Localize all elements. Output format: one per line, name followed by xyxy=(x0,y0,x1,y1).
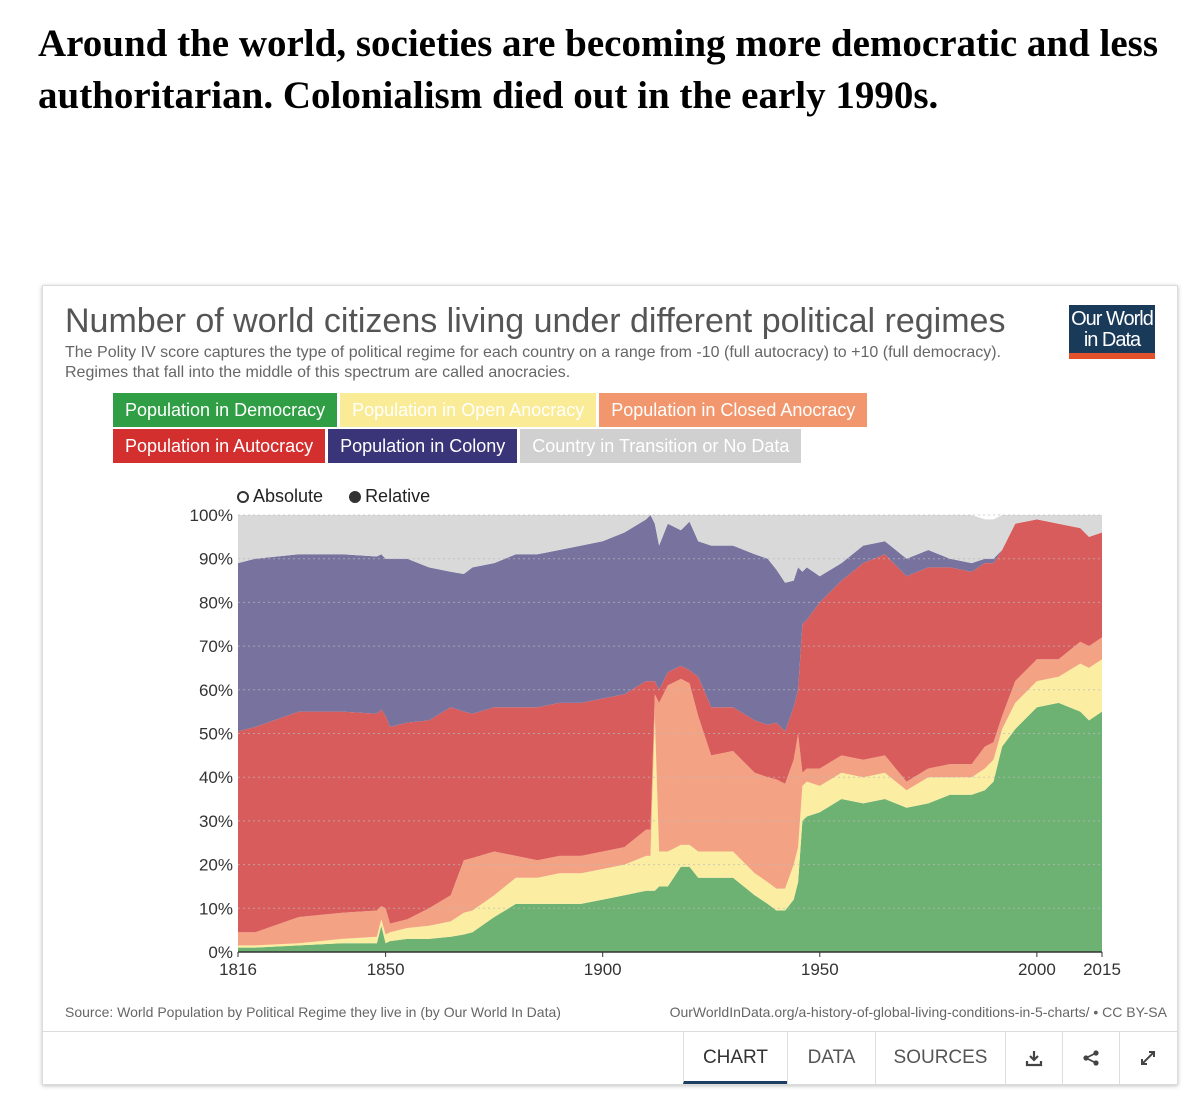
absolute-label: Absolute xyxy=(253,486,324,506)
area-series-population-in-democracy xyxy=(238,702,1102,952)
tab-chart[interactable]: CHART xyxy=(683,1032,787,1084)
y-tick-label: 60% xyxy=(199,681,233,700)
tab-data[interactable]: DATA xyxy=(787,1032,875,1084)
logo-line-1: Our World xyxy=(1071,308,1154,330)
area-series-country-in-transition-or-no-data xyxy=(238,515,1102,583)
y-tick-label: 40% xyxy=(199,768,233,787)
absolute-radio-icon[interactable] xyxy=(237,490,249,503)
bottom-tab-bar: CHART DATA SOURCES xyxy=(43,1031,1177,1084)
relative-label: Relative xyxy=(365,486,431,506)
legend-item-democracy[interactable]: Population in Democracy xyxy=(113,393,338,427)
share-icon xyxy=(1083,1050,1099,1066)
expand-button[interactable] xyxy=(1119,1032,1176,1084)
relative-option[interactable]: Relative xyxy=(349,486,430,507)
x-tick-label: 1816 xyxy=(219,960,257,979)
y-tick-label: 80% xyxy=(199,593,233,612)
x-tick-label: 2015 xyxy=(1083,960,1121,979)
source-text[interactable]: Source: World Population by Political Re… xyxy=(65,1004,561,1020)
legend-item-autocracy[interactable]: Population in Autocracy xyxy=(113,429,326,463)
chart-title: Number of world citizens living under di… xyxy=(65,302,1006,340)
legend-item-transition[interactable]: Country in Transition or No Data xyxy=(520,429,802,463)
legend-row-1: Population in Democracy Population in Op… xyxy=(113,393,870,427)
x-tick-label: 1900 xyxy=(584,960,622,979)
y-tick-label: 30% xyxy=(199,812,233,831)
logo-accent-bar xyxy=(1069,353,1155,359)
y-tick-label: 50% xyxy=(199,725,233,744)
area-series-population-in-closed-anocracy xyxy=(238,637,1102,946)
expand-icon xyxy=(1141,1050,1155,1065)
y-tick-label: 0% xyxy=(208,943,233,962)
area-series-population-in-autocracy xyxy=(238,519,1102,933)
our-world-in-data-logo[interactable]: Our World in Data xyxy=(1069,305,1155,359)
legend-item-closed-anocracy[interactable]: Population in Closed Anocracy xyxy=(599,393,868,427)
chart-card: Number of world citizens living under di… xyxy=(42,285,1178,1085)
area-series-population-in-colony xyxy=(238,515,1102,732)
legend-item-open-anocracy[interactable]: Population in Open Anocracy xyxy=(340,393,597,427)
area-chart[interactable]: 0% 10% 20% 30% 40% 50% 60% 70% 80% 90% 100% 1816 185… xyxy=(43,286,1177,1006)
y-tick-label: 20% xyxy=(199,856,233,875)
tab-sources[interactable]: SOURCES xyxy=(875,1032,1005,1084)
x-tick-label: 2000 xyxy=(1018,960,1056,979)
y-tick-label: 90% xyxy=(199,550,233,569)
x-tick-label: 1950 xyxy=(801,960,839,979)
y-tick-label: 100% xyxy=(190,506,233,525)
chart-subtitle: The Polity IV score captures the type of… xyxy=(65,344,1001,381)
legend-item-colony[interactable]: Population in Colony xyxy=(328,429,518,463)
legend-row-2: Population in Autocracy Population in Co… xyxy=(113,429,804,463)
download-icon xyxy=(1025,1050,1043,1067)
y-tick-label: 10% xyxy=(199,899,233,918)
license-url[interactable]: OurWorldInData.org/a-history-of-global-l… xyxy=(669,1004,1167,1020)
y-tick-label: 70% xyxy=(199,637,233,656)
mode-toggle: Absolute Relative xyxy=(237,486,456,507)
share-button[interactable] xyxy=(1062,1032,1119,1084)
download-button[interactable] xyxy=(1005,1032,1062,1084)
absolute-option[interactable]: Absolute xyxy=(237,486,323,507)
logo-line-2: in Data xyxy=(1083,329,1141,351)
x-tick-label: 1850 xyxy=(367,960,405,979)
page-headline: Around the world, societies are becoming… xyxy=(38,22,1159,117)
relative-radio-icon[interactable] xyxy=(349,490,362,503)
